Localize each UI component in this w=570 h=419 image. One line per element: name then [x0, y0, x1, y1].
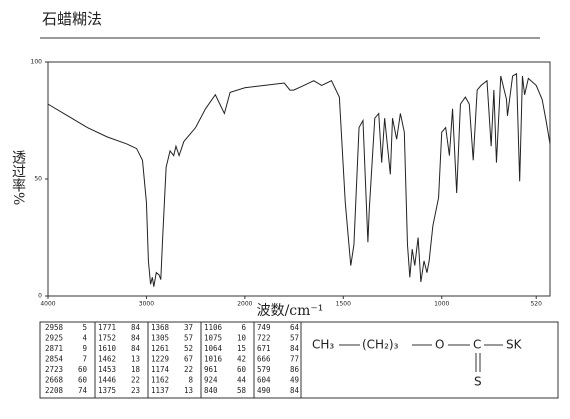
peak-transmittance: 22: [184, 365, 193, 374]
peak-wavenumber: 1229: [151, 355, 169, 364]
peak-wavenumber: 749: [257, 323, 271, 332]
peak-transmittance: 84: [131, 323, 141, 332]
peak-wavenumber: 579: [257, 365, 271, 374]
peak-wavenumber: 671: [257, 344, 271, 353]
peak-transmittance: 6: [241, 323, 246, 332]
structure-part: CH₃: [312, 338, 334, 352]
peak-wavenumber: 1453: [98, 365, 116, 374]
peak-wavenumber: 1075: [204, 334, 222, 343]
peak-wavenumber: 1610: [98, 344, 117, 353]
peak-wavenumber: 2668: [45, 376, 64, 385]
y-tick-label: 100: [31, 59, 43, 66]
peak-transmittance: 57: [184, 334, 193, 343]
peak-transmittance: 74: [78, 386, 88, 395]
y-tick-label: 0: [38, 293, 42, 300]
peak-transmittance: 60: [78, 365, 88, 374]
y-tick-label: 50: [34, 176, 42, 183]
peak-transmittance: 84: [131, 344, 141, 353]
peak-transmittance: 58: [237, 386, 247, 395]
peak-wavenumber: 1137: [151, 386, 169, 395]
peak-wavenumber: 924: [204, 376, 218, 385]
peak-transmittance: 4: [82, 334, 87, 343]
peak-wavenumber: 1261: [151, 344, 169, 353]
peak-transmittance: 86: [290, 365, 300, 374]
chart-title: 石蜡糊法: [42, 10, 102, 28]
peak-wavenumber: 604: [257, 376, 271, 385]
x-tick-label: 2000: [237, 301, 252, 308]
peak-wavenumber: 1368: [151, 323, 170, 332]
structure-part: S: [474, 375, 482, 389]
peak-wavenumber: 840: [204, 386, 218, 395]
peak-transmittance: 10: [237, 334, 247, 343]
peak-wavenumber: 2723: [45, 365, 63, 374]
structure-part: SK: [506, 338, 523, 352]
peak-wavenumber: 1446: [98, 376, 117, 385]
peak-transmittance: 67: [184, 355, 193, 364]
x-tick-label: 3000: [139, 301, 154, 308]
peak-wavenumber: 1375: [98, 386, 116, 395]
peak-transmittance: 23: [131, 386, 140, 395]
x-tick-label: 520: [530, 301, 542, 308]
structure-part: C: [473, 338, 481, 352]
peak-transmittance: 77: [290, 355, 299, 364]
peak-wavenumber: 1106: [204, 323, 223, 332]
peak-transmittance: 57: [290, 334, 299, 343]
y-axis-label: 透过率%: [10, 150, 26, 205]
x-axis-label: 波数/cm⁻¹: [257, 303, 324, 319]
peak-wavenumber: 2871: [45, 344, 63, 353]
peak-transmittance: 44: [237, 376, 247, 385]
peak-transmittance: 60: [78, 376, 88, 385]
peak-wavenumber: 1174: [151, 365, 170, 374]
peak-transmittance: 42: [237, 355, 246, 364]
peak-wavenumber: 490: [257, 386, 271, 395]
x-tick-label: 1500: [336, 301, 351, 308]
structure: CH₃ (CH₂)₃ O C SK S: [312, 338, 523, 389]
x-tick-label: 4000: [40, 301, 55, 308]
peak-transmittance: 7: [82, 355, 87, 364]
peak-transmittance: 60: [237, 365, 247, 374]
peak-wavenumber: 1462: [98, 355, 116, 364]
peak-wavenumber: 1162: [151, 376, 169, 385]
structure-part: (CH₂)₃: [362, 338, 399, 352]
peak-transmittance: 13: [184, 386, 193, 395]
plot-frame: [47, 61, 551, 297]
peak-transmittance: 13: [131, 355, 140, 364]
peak-wavenumber: 2958: [45, 323, 64, 332]
peak-transmittance: 84: [131, 334, 141, 343]
peak-transmittance: 9: [82, 344, 87, 353]
peak-wavenumber: 722: [257, 334, 271, 343]
peak-transmittance: 84: [290, 344, 300, 353]
peak-wavenumber: 961: [204, 365, 218, 374]
peak-wavenumber: 666: [257, 355, 271, 364]
peak-transmittance: 8: [188, 376, 193, 385]
peak-transmittance: 52: [184, 344, 193, 353]
table-frame: [39, 321, 559, 399]
x-tick-label: 1000: [434, 301, 449, 308]
peak-wavenumber: 1305: [151, 334, 169, 343]
spectrum-line: [47, 72, 551, 287]
peak-wavenumber: 2854: [45, 355, 64, 364]
peak-wavenumber: 2208: [45, 386, 64, 395]
peak-transmittance: 64: [290, 323, 300, 332]
peak-transmittance: 37: [184, 323, 193, 332]
peak-wavenumber: 1752: [98, 334, 116, 343]
peak-transmittance: 15: [237, 344, 246, 353]
peak-wavenumber: 1771: [98, 323, 116, 332]
peak-wavenumber: 1064: [204, 344, 223, 353]
peak-transmittance: 84: [290, 386, 300, 395]
peak-wavenumber: 2925: [45, 334, 63, 343]
peak-transmittance: 49: [290, 376, 299, 385]
peak-transmittance: 22: [131, 376, 140, 385]
structure-part: O: [435, 338, 444, 352]
peak-transmittance: 18: [131, 365, 141, 374]
peak-transmittance: 5: [82, 323, 87, 332]
peak-wavenumber: 1016: [204, 355, 223, 364]
